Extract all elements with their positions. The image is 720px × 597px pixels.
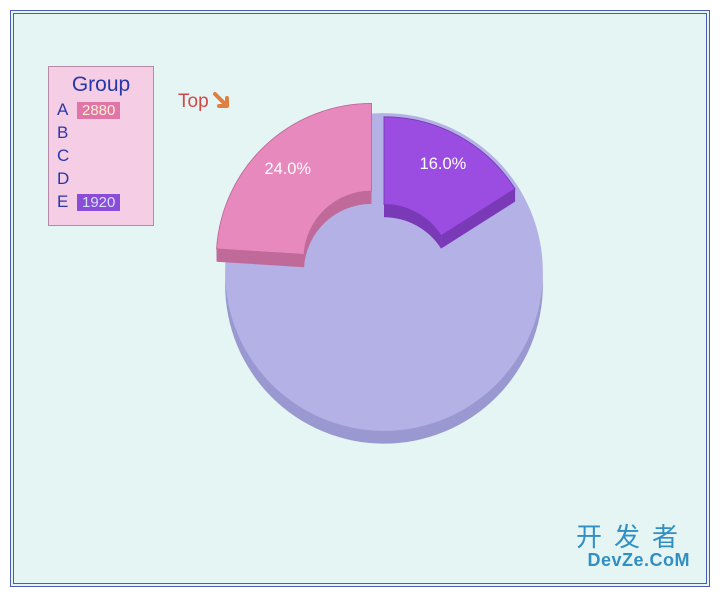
legend-row-a: A 2880 [57, 100, 145, 120]
svg-text:24.0%: 24.0% [264, 160, 311, 178]
watermark-url: DevZe.CoM [576, 551, 690, 571]
legend-row-e: E 1920 [57, 192, 145, 212]
legend-panel: Group A 2880 B C D E 1920 [48, 66, 154, 226]
legend-letter: C [57, 146, 73, 166]
legend-row-c: C [57, 146, 145, 166]
chart-frame: Group A 2880 B C D E 1920 Top 16.0%24.0%… [10, 10, 710, 587]
legend-row-b: B [57, 123, 145, 143]
legend-letter: A [57, 100, 73, 120]
watermark: 开发者 DevZe.CoM [576, 523, 690, 571]
legend-title: Group [57, 73, 145, 97]
legend-letter: D [57, 169, 73, 189]
pie-chart: 16.0% 24.0% [174, 62, 594, 482]
legend-letter: B [57, 123, 73, 143]
legend-row-d: D [57, 169, 145, 189]
watermark-cn: 开发者 [576, 523, 690, 552]
legend-value-badge: 1920 [77, 194, 120, 211]
svg-text:16.0%: 16.0% [420, 155, 467, 173]
legend-value-badge: 2880 [77, 102, 120, 119]
legend-letter: E [57, 192, 73, 212]
